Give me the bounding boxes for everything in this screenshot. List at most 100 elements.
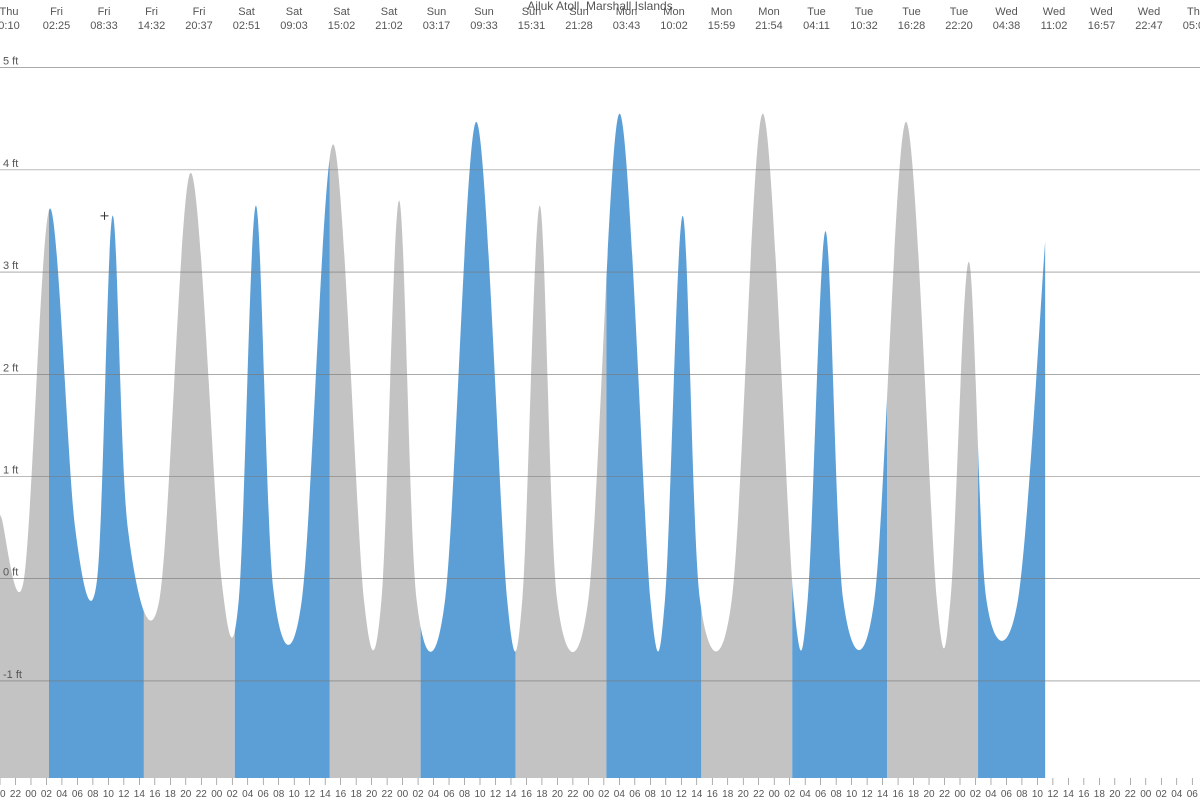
x-tick-label: 18 <box>536 789 548 800</box>
x-tick-label: 22 <box>382 789 394 800</box>
top-time-label: 09:03 <box>280 20 308 32</box>
x-tick-label: 12 <box>1047 789 1059 800</box>
top-day-label: Tue <box>950 6 969 18</box>
x-tick-label: 00 <box>769 789 781 800</box>
top-time-label: 05:08 <box>1183 20 1200 32</box>
top-time-label: 10:32 <box>850 20 878 32</box>
y-tick-label: 3 ft <box>3 260 18 272</box>
x-tick-label: 10 <box>1032 789 1044 800</box>
x-tick-label: 00 <box>583 789 595 800</box>
top-day-label: Fri <box>98 6 111 18</box>
top-day-label: Sun <box>569 6 589 18</box>
y-tick-label: 4 ft <box>3 158 18 170</box>
x-tick-label: 06 <box>1187 789 1199 800</box>
y-tick-label: -1 ft <box>3 669 22 681</box>
x-tick-label: 22 <box>1125 789 1137 800</box>
x-tick-label: 12 <box>118 789 130 800</box>
top-day-label: Sat <box>333 6 350 18</box>
top-time-label: 21:28 <box>565 20 593 32</box>
x-tick-label: 02 <box>970 789 982 800</box>
chart-title: Ailuk Atoll, Marshall Islands <box>527 0 672 13</box>
x-tick-label: 00 <box>25 789 37 800</box>
x-tick-label: 16 <box>707 789 719 800</box>
x-tick-label: 10 <box>846 789 858 800</box>
x-tick-label: 00 <box>397 789 409 800</box>
x-tick-label: 14 <box>320 789 332 800</box>
top-day-label: Wed <box>1138 6 1160 18</box>
x-tick-label: 20 <box>738 789 750 800</box>
x-tick-label: 22 <box>939 789 951 800</box>
top-time-label: 22:47 <box>1135 20 1163 32</box>
top-time-label: 14:32 <box>138 20 166 32</box>
x-tick-label: 20 <box>366 789 378 800</box>
top-time-label: 08:33 <box>90 20 118 32</box>
top-day-label: Sun <box>427 6 447 18</box>
top-day-label: Tue <box>855 6 874 18</box>
y-tick-label: 2 ft <box>3 362 18 374</box>
x-tick-label: 20 <box>0 789 6 800</box>
tide-area-night <box>0 114 1045 778</box>
x-tick-label: 08 <box>1016 789 1028 800</box>
top-day-label: Sun <box>474 6 494 18</box>
x-tick-label: 08 <box>273 789 285 800</box>
x-tick-label: 02 <box>1156 789 1168 800</box>
x-tick-label: 02 <box>227 789 239 800</box>
top-time-label: 03:17 <box>423 20 451 32</box>
x-tick-label: 16 <box>149 789 161 800</box>
x-tick-label: 04 <box>1171 789 1183 800</box>
x-tick-label: 12 <box>862 789 874 800</box>
x-tick-label: 22 <box>10 789 22 800</box>
y-tick-label: 1 ft <box>3 464 18 476</box>
top-time-label: 02:51 <box>233 20 261 32</box>
x-tick-label: 08 <box>459 789 471 800</box>
x-tick-label: 00 <box>211 789 223 800</box>
x-tick-label: 06 <box>258 789 270 800</box>
x-tick-label: 10 <box>660 789 672 800</box>
y-tick-label: 5 ft <box>3 56 18 68</box>
x-tick-label: 22 <box>567 789 579 800</box>
top-day-label: Sat <box>238 6 255 18</box>
x-tick-label: 06 <box>815 789 827 800</box>
x-tick-label: 20 <box>552 789 564 800</box>
x-tick-label: 04 <box>242 789 254 800</box>
x-tick-label: 04 <box>56 789 68 800</box>
top-time-label: 03:43 <box>613 20 641 32</box>
top-day-label: Wed <box>1090 6 1112 18</box>
top-day-label: Thu <box>1187 6 1200 18</box>
top-time-label: 04:38 <box>993 20 1021 32</box>
top-time-label: 04:11 <box>803 20 830 32</box>
x-tick-label: 10 <box>103 789 115 800</box>
x-tick-label: 04 <box>985 789 997 800</box>
x-tick-label: 16 <box>893 789 905 800</box>
x-tick-label: 10 <box>289 789 301 800</box>
top-day-label: Mon <box>616 6 637 18</box>
x-tick-label: 04 <box>428 789 440 800</box>
top-day-label: Tue <box>807 6 826 18</box>
x-tick-label: 06 <box>72 789 84 800</box>
x-tick-label: 02 <box>598 789 610 800</box>
top-time-label: 15:02 <box>328 20 356 32</box>
x-tick-label: 12 <box>490 789 502 800</box>
top-day-label: Fri <box>145 6 158 18</box>
x-tick-label: 00 <box>1140 789 1152 800</box>
x-tick-label: 02 <box>41 789 53 800</box>
top-time-label: 02:25 <box>43 20 71 32</box>
x-tick-label: 10 <box>474 789 486 800</box>
x-tick-label: 20 <box>923 789 935 800</box>
top-day-label: Sat <box>381 6 398 18</box>
x-tick-label: 22 <box>753 789 765 800</box>
x-tick-label: 18 <box>722 789 734 800</box>
x-tick-label: 18 <box>1094 789 1106 800</box>
x-tick-label: 04 <box>614 789 626 800</box>
x-tick-label: 08 <box>831 789 843 800</box>
top-time-label: 0:10 <box>0 20 20 32</box>
top-time-label: 09:33 <box>470 20 498 32</box>
x-tick-label: 16 <box>521 789 533 800</box>
x-tick-label: 06 <box>629 789 641 800</box>
x-tick-label: 12 <box>304 789 316 800</box>
y-tick-label: 0 ft <box>3 567 18 579</box>
top-day-label: Sat <box>286 6 303 18</box>
top-time-label: 20:37 <box>185 20 213 32</box>
top-time-label: 10:02 <box>660 20 688 32</box>
x-tick-label: 14 <box>877 789 889 800</box>
